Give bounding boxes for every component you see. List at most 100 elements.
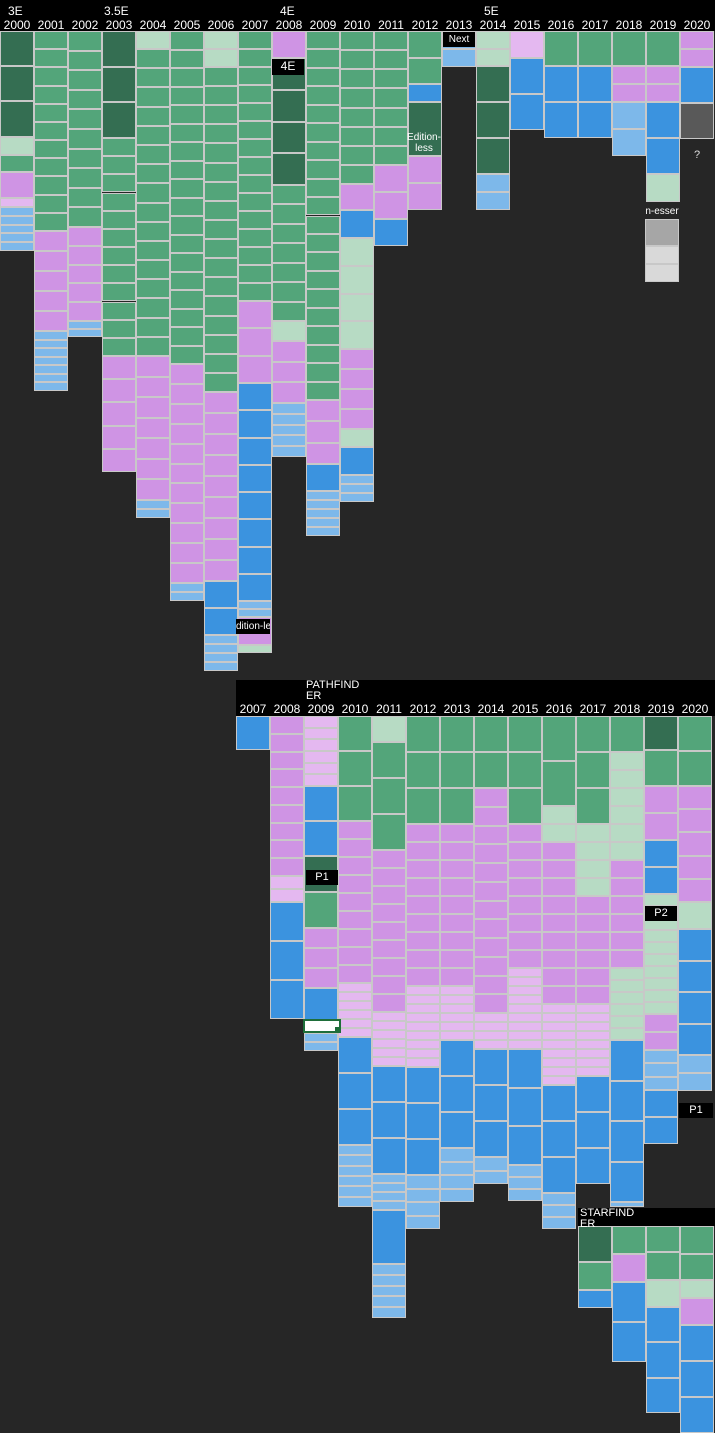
data-cell <box>304 762 338 775</box>
year-label: 2001 <box>37 18 65 32</box>
data-cell <box>102 337 136 356</box>
data-cell <box>576 1067 610 1076</box>
data-cell <box>204 653 238 662</box>
data-cell <box>238 410 272 438</box>
data-cell <box>34 291 68 311</box>
data-cell <box>374 88 408 108</box>
data-cell <box>508 1031 542 1040</box>
data-cell <box>204 334 238 354</box>
data-cell <box>372 1201 406 1210</box>
data-cell <box>170 68 204 87</box>
data-cell <box>610 992 644 1004</box>
data-cell <box>306 104 340 124</box>
data-cell <box>270 840 304 859</box>
data-cell <box>610 896 644 914</box>
data-cell <box>338 716 372 751</box>
data-cell <box>612 84 646 102</box>
year-label: 2008 <box>275 18 303 32</box>
data-cell <box>576 1148 610 1184</box>
data-cell <box>204 258 238 278</box>
data-cell <box>508 752 542 788</box>
data-cell <box>372 1066 406 1102</box>
data-cell <box>440 788 474 824</box>
data-cell <box>372 778 406 814</box>
data-cell <box>372 1183 406 1192</box>
data-cell <box>610 860 644 878</box>
data-cell <box>0 31 34 66</box>
data-cell <box>272 413 306 425</box>
year-label: 2020 <box>681 702 709 716</box>
data-cell <box>372 1030 406 1039</box>
data-cell <box>0 242 34 251</box>
label-unknown: ? <box>693 149 701 161</box>
data-cell <box>644 840 678 867</box>
selection-cursor <box>303 1019 341 1033</box>
data-cell <box>644 1032 678 1050</box>
data-cell <box>476 192 510 210</box>
data-cell <box>270 889 304 902</box>
label-p2: P2 <box>645 906 677 921</box>
year-label: 2007 <box>241 18 269 32</box>
data-cell <box>612 102 646 129</box>
data-cell <box>610 968 644 980</box>
data-cell <box>306 307 340 327</box>
data-cell <box>406 878 440 896</box>
data-cell <box>238 355 272 383</box>
data-cell <box>612 129 646 156</box>
data-cell <box>34 121 68 141</box>
data-cell <box>440 752 474 788</box>
data-cell <box>576 1049 610 1058</box>
data-cell <box>474 1031 508 1040</box>
data-cell <box>304 928 338 948</box>
data-cell <box>576 824 610 842</box>
data-cell <box>270 876 304 889</box>
data-cell <box>102 247 136 266</box>
data-cell <box>272 435 306 447</box>
data-cell <box>340 164 374 184</box>
data-cell <box>304 774 338 786</box>
data-cell <box>238 328 272 356</box>
data-cell <box>678 786 712 810</box>
data-cell <box>306 178 340 198</box>
year-label: 2011 <box>376 702 402 716</box>
data-cell <box>646 138 680 174</box>
data-cell <box>440 1175 474 1189</box>
data-cell <box>508 1013 542 1022</box>
data-cell <box>576 842 610 860</box>
data-cell <box>680 1361 714 1397</box>
data-cell <box>476 102 510 138</box>
data-cell <box>406 1049 440 1058</box>
data-cell <box>678 1023 712 1055</box>
data-cell <box>338 839 372 857</box>
data-cell <box>102 356 136 380</box>
data-cell <box>340 265 374 294</box>
year-label: 2017 <box>581 18 609 32</box>
data-cell <box>272 223 306 244</box>
data-cell <box>204 67 238 87</box>
starfinder-title: STARFIND ER <box>580 1208 650 1230</box>
data-cell <box>678 809 712 833</box>
data-cell <box>372 1210 406 1264</box>
data-cell <box>238 175 272 193</box>
data-cell <box>136 438 170 459</box>
data-cell <box>170 563 204 583</box>
data-cell <box>440 1022 474 1031</box>
data-cell <box>576 788 610 824</box>
data-cell <box>34 67 68 86</box>
data-cell <box>338 857 372 875</box>
data-cell <box>170 364 204 384</box>
data-cell <box>68 31 102 51</box>
data-cell <box>204 635 238 644</box>
data-cell <box>272 89 306 122</box>
data-cell <box>338 929 372 947</box>
data-cell <box>338 1176 372 1187</box>
data-cell <box>646 1280 680 1307</box>
data-cell <box>338 821 372 839</box>
data-cell <box>340 145 374 165</box>
data-cell <box>510 31 544 58</box>
year-label: 2014 <box>477 702 505 716</box>
data-cell <box>170 345 204 364</box>
data-cell <box>304 968 338 988</box>
data-cell <box>508 824 542 842</box>
data-cell <box>508 1004 542 1013</box>
